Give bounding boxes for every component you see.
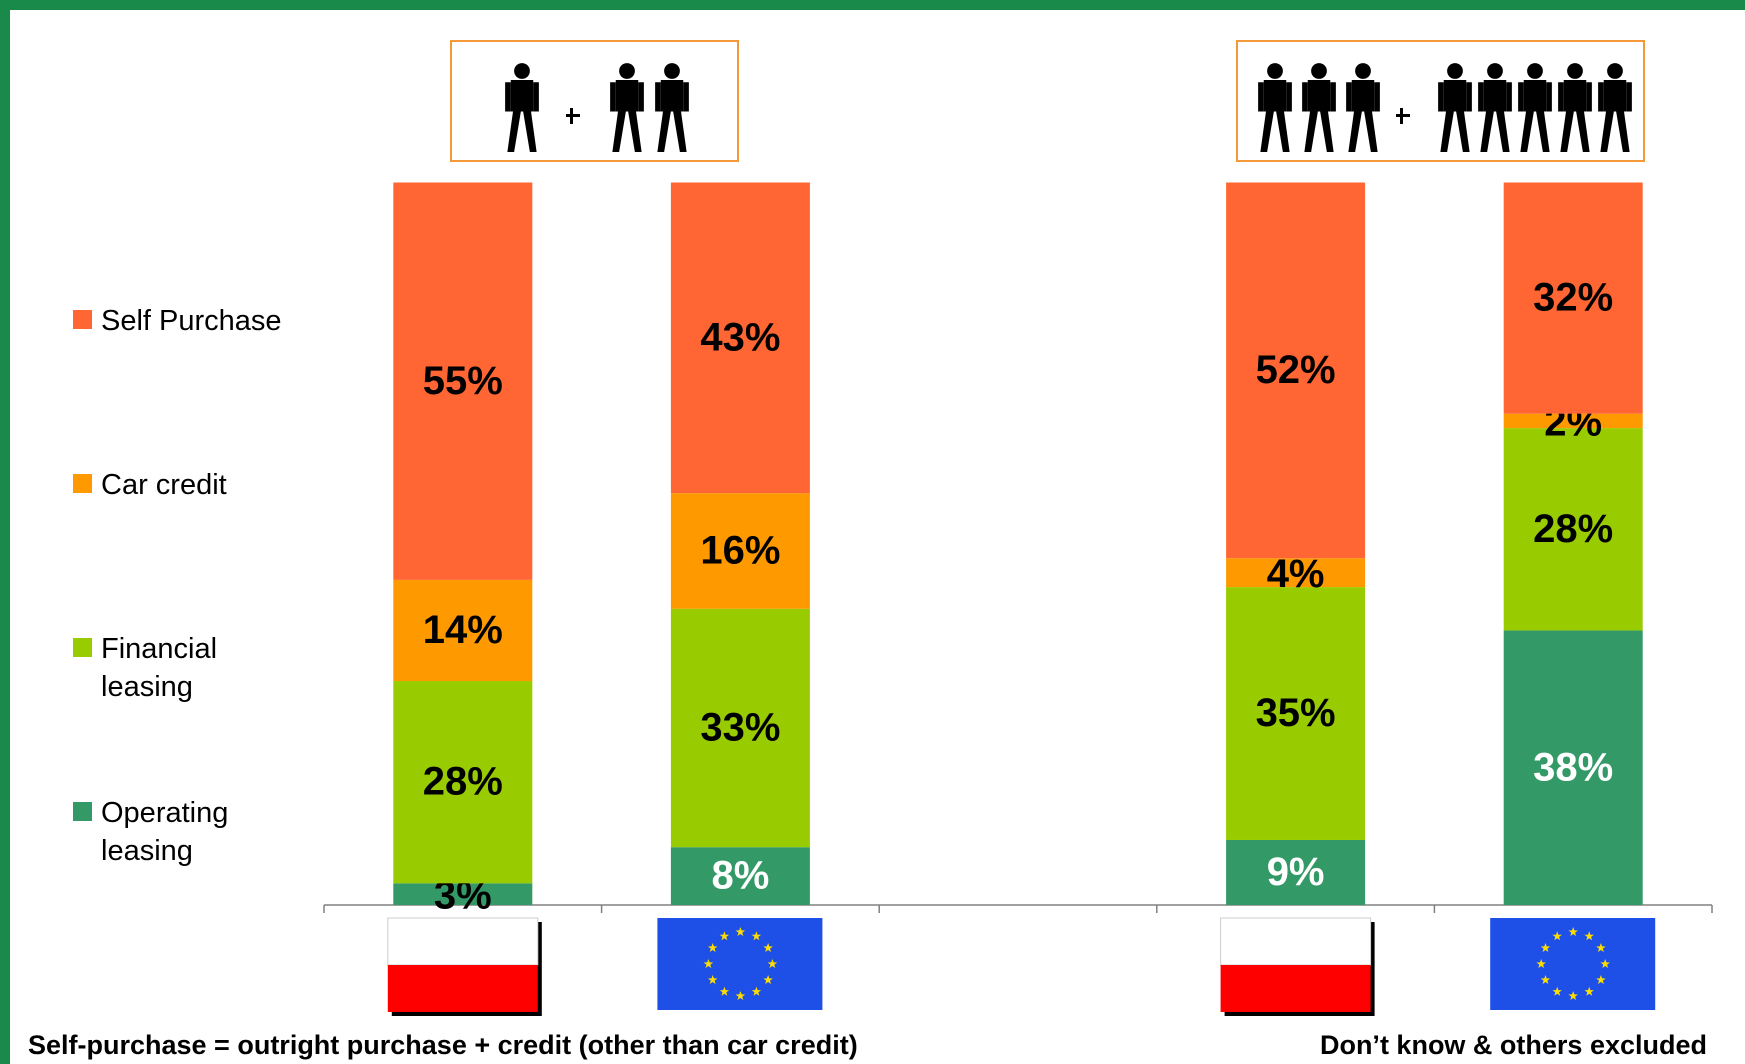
data-label: 38% <box>1533 745 1613 789</box>
bar-segment <box>393 883 533 905</box>
data-label: 28% <box>423 760 503 804</box>
data-label: 43% <box>700 315 780 359</box>
flag-star <box>735 991 746 1000</box>
legend-swatch <box>73 474 92 493</box>
bar-segment <box>670 182 810 494</box>
legend-label: Financial leasing <box>101 633 218 703</box>
flag-star <box>719 986 730 996</box>
bar-segment <box>670 608 810 848</box>
data-label: 16% <box>700 529 780 573</box>
bar-segment <box>1503 182 1643 414</box>
bar-segment <box>393 579 533 682</box>
flag-star <box>1568 991 1578 1000</box>
flag-star <box>751 931 762 941</box>
flags <box>387 917 1656 1016</box>
bar-segment <box>1503 428 1643 631</box>
legend-swatch <box>73 310 92 329</box>
flag-star <box>751 986 762 996</box>
flag-star <box>1584 986 1594 996</box>
flag-star <box>1568 927 1578 936</box>
flag-star <box>1540 975 1551 984</box>
bar-segment <box>1226 558 1366 588</box>
data-label: 32% <box>1533 276 1613 320</box>
data-label: 28% <box>1533 507 1613 551</box>
flag-star <box>1552 986 1562 996</box>
frame-top <box>0 0 1745 10</box>
flag-white <box>387 917 539 966</box>
footnote: Self-purchase = outright purchase + cred… <box>28 1030 858 1060</box>
data-label: 9% <box>1267 850 1325 894</box>
flag-star <box>1552 931 1562 941</box>
flag-star <box>735 927 746 936</box>
data-label: 8% <box>711 854 769 898</box>
legend-label: Car credit <box>101 469 227 501</box>
legend-swatch <box>73 802 92 821</box>
flag-red <box>387 965 538 1012</box>
flag-star <box>1596 975 1606 984</box>
bar-segment <box>1226 182 1366 559</box>
legend-label: Operating leasing <box>101 797 229 867</box>
flag-star <box>767 959 778 968</box>
flag-star <box>763 943 773 952</box>
flag-star <box>703 959 714 968</box>
flag-star <box>707 975 718 984</box>
legend-label: Self Purchase <box>101 305 282 337</box>
data-label: 35% <box>1256 691 1336 735</box>
bar-segment <box>1503 413 1643 429</box>
flag-star <box>1600 959 1610 968</box>
flag-star <box>1584 931 1594 941</box>
footnote: Don’t know & others excluded <box>1319 1030 1707 1060</box>
data-label: 52% <box>1256 348 1336 392</box>
data-label: 4% <box>1267 552 1325 596</box>
flag-star <box>1540 943 1551 952</box>
bar-segment <box>393 182 533 580</box>
group-icon <box>1236 40 1645 162</box>
bar-segment <box>393 681 533 884</box>
data-label: 33% <box>700 706 780 750</box>
group-icon <box>450 40 739 162</box>
data-label: 14% <box>423 608 503 652</box>
flag-star <box>1536 959 1546 968</box>
bar-segment <box>1226 587 1366 840</box>
flag-star <box>1596 943 1606 952</box>
data-label: 55% <box>423 359 503 403</box>
legend-swatch <box>73 638 92 657</box>
bar-segment <box>1226 839 1366 905</box>
flag-star <box>707 943 718 952</box>
bar-segment <box>670 493 810 609</box>
frame-left <box>0 0 10 1064</box>
bar-segment <box>1503 630 1643 905</box>
flag-white <box>1220 917 1372 966</box>
flag-star <box>719 931 730 941</box>
bar-segment <box>670 847 810 905</box>
flag-star <box>763 975 773 984</box>
flag-red <box>1220 965 1371 1012</box>
